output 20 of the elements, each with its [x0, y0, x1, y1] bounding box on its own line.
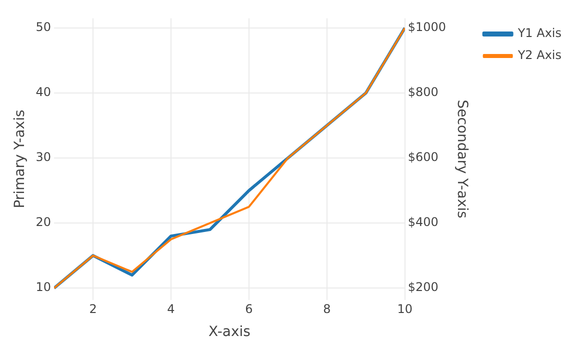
legend-label: Y2 Axis	[516, 48, 562, 62]
y-axis-title: Primary Y-axis	[12, 110, 28, 208]
y2-tick-label: $1000	[408, 20, 446, 34]
y2-axis-title: Secondary Y-axis	[454, 100, 470, 218]
y2-tick-label: $200	[408, 280, 438, 294]
y2-tick-label: $600	[408, 150, 438, 164]
y2-tick-label: $400	[408, 215, 438, 230]
y-tick-label: 10	[36, 280, 52, 294]
y-tick-label: 20	[36, 215, 52, 230]
y-tick-label: 30	[36, 150, 52, 164]
x-tick-label: 10	[397, 302, 412, 316]
x-tick-label: 2	[89, 302, 97, 316]
legend-label: Y1 Axis	[516, 26, 562, 40]
x-axis-title: X-axis	[208, 324, 250, 340]
x-tick-label: 8	[323, 302, 331, 316]
y2-tick-label: $800	[408, 85, 438, 100]
x-tick-label: 4	[167, 302, 175, 316]
x-tick-label: 6	[245, 302, 253, 316]
y-tick-label: 40	[36, 85, 52, 100]
y-tick-label: 50	[36, 20, 52, 34]
